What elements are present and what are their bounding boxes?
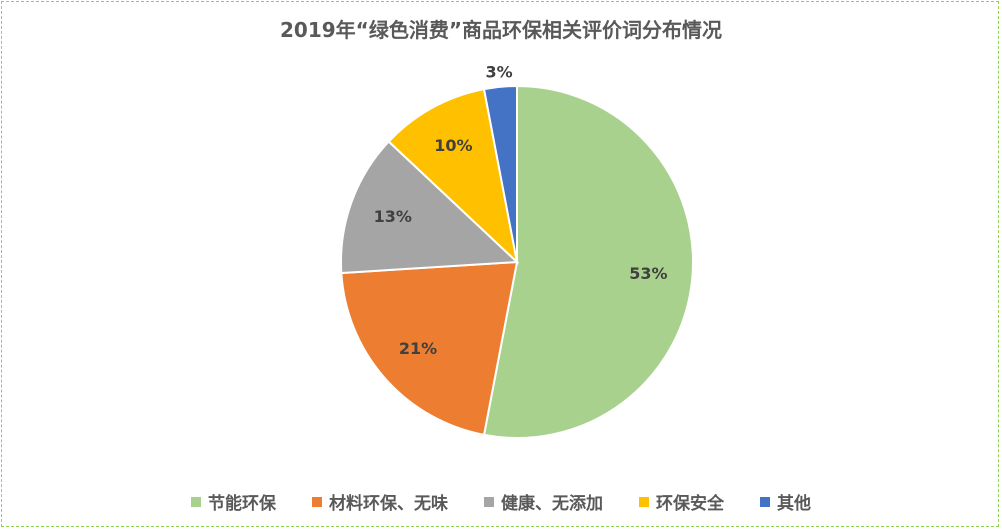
legend-swatch	[760, 496, 770, 507]
pie-slice-energy-saving	[482, 84, 694, 439]
data-label-other: 3%	[486, 62, 513, 81]
data-label-safety: 10%	[434, 136, 472, 155]
legend-label: 材料环保、无味	[329, 494, 448, 514]
legend-label: 健康、无添加	[501, 494, 603, 514]
data-label-health: 13%	[374, 207, 412, 226]
legend-label: 节能环保	[208, 494, 276, 514]
legend-item-other: 其他	[760, 489, 811, 514]
legend-item-energy-saving: 节能环保	[191, 489, 276, 514]
legend-item-materials: 材料环保、无味	[312, 489, 448, 514]
legend-swatch	[484, 496, 494, 507]
data-label-materials: 21%	[399, 339, 437, 358]
legend-swatch	[639, 496, 649, 507]
legend-item-health: 健康、无添加	[484, 489, 603, 514]
legend-item-safety: 环保安全	[639, 489, 724, 514]
pie-slice-safety	[387, 87, 519, 265]
pie-slice-health	[340, 140, 520, 275]
data-label-energy-saving: 53%	[629, 264, 667, 283]
legend-label: 环保安全	[656, 494, 724, 514]
pie-slice-other	[482, 84, 518, 263]
pie-slice-materials	[340, 260, 519, 437]
chart-title: 2019年“绿色消费”商品环保相关评价词分布情况	[280, 18, 722, 42]
legend-swatch	[191, 496, 201, 507]
legend-swatch	[312, 496, 322, 507]
legend-label: 其他	[777, 494, 811, 514]
legend: 节能环保 材料环保、无味 健康、无添加 环保安全 其他	[0, 489, 1002, 514]
